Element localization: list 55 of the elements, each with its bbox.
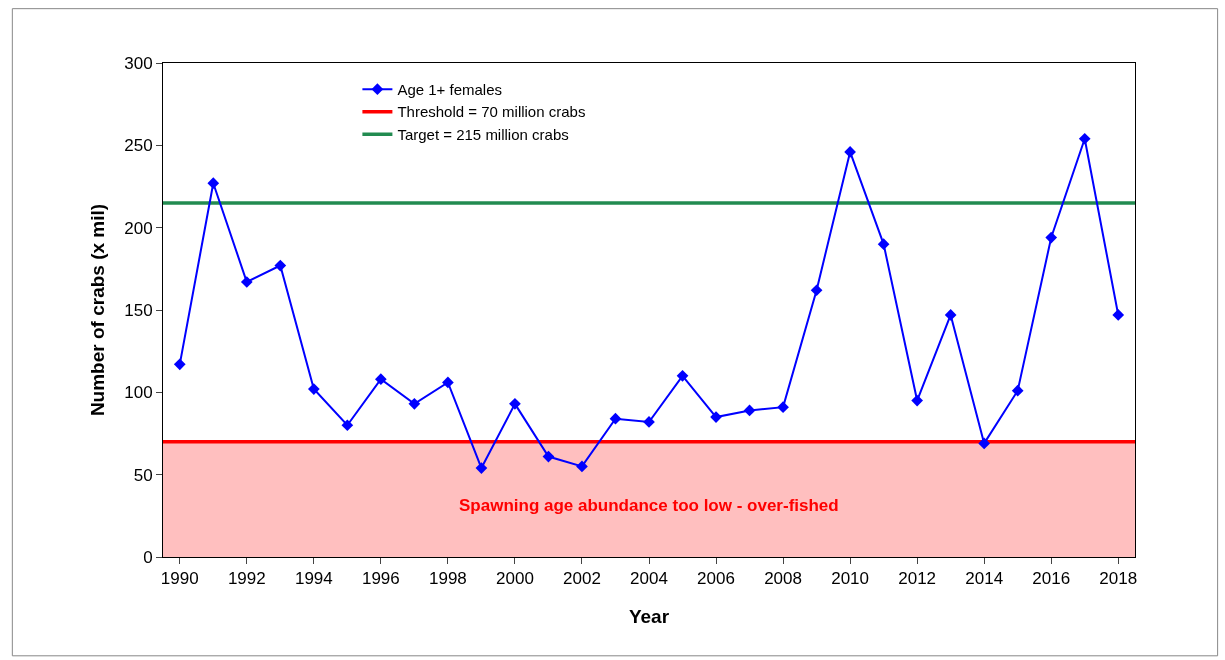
y-tick-label: 250	[124, 136, 153, 156]
point	[173, 358, 186, 371]
point	[274, 259, 287, 272]
x-tick-label: 2000	[496, 569, 534, 589]
x-tick-label: 2002	[563, 569, 601, 589]
point	[1045, 231, 1058, 244]
y-tick-label: 300	[124, 53, 153, 73]
point	[408, 398, 421, 410]
legend-label: Age 1+ females	[397, 80, 503, 98]
legend-label: Target = 215 million crabs	[397, 125, 569, 143]
x-tick-label: 1998	[428, 569, 467, 589]
point	[911, 394, 923, 407]
point	[877, 238, 890, 250]
point	[777, 401, 789, 413]
y-tick-label: 0	[143, 547, 153, 567]
x-tick-label: 1990	[160, 569, 199, 589]
x-tick-label: 2006	[697, 569, 735, 589]
x-axis-title: Year	[628, 606, 670, 628]
y-tick-label: 50	[133, 465, 153, 485]
x-tick-label: 1992	[227, 569, 266, 589]
y-tick-label: 150	[124, 300, 153, 320]
point	[743, 404, 756, 417]
point	[576, 460, 588, 473]
point	[240, 276, 253, 288]
point	[442, 376, 454, 389]
x-tick-label: 2008	[764, 569, 802, 589]
point	[341, 419, 354, 432]
point	[542, 450, 555, 463]
point	[676, 370, 689, 382]
x-tick-label: 2012	[898, 569, 937, 589]
x-tick-label: 2010	[831, 569, 870, 589]
y-axis-title: Number of crabs (x mil)	[87, 203, 109, 417]
y-tick-label: 100	[124, 383, 153, 403]
point	[375, 373, 387, 386]
point	[509, 398, 521, 410]
x-tick-label: 1996	[361, 569, 400, 589]
y-tick-label: 200	[124, 218, 153, 238]
band-label: Spawning age abundance too low - over-fished	[459, 496, 839, 515]
point	[475, 462, 488, 474]
legend-label: Threshold = 70 million crabs	[397, 103, 586, 121]
point	[207, 177, 220, 190]
point	[844, 146, 856, 158]
x-tick-label: 2014	[965, 569, 1004, 589]
point	[1011, 384, 1024, 397]
x-tick-label: 2016	[1032, 569, 1071, 589]
x-tick-label: 1994	[294, 569, 333, 589]
point	[978, 437, 991, 450]
x-tick-label: 2004	[630, 569, 668, 589]
point	[944, 309, 957, 321]
point	[810, 284, 823, 297]
point	[307, 383, 320, 395]
point	[1078, 132, 1091, 145]
point	[609, 412, 622, 425]
point	[1112, 309, 1125, 321]
x-tick-label: 2018	[1099, 569, 1138, 589]
